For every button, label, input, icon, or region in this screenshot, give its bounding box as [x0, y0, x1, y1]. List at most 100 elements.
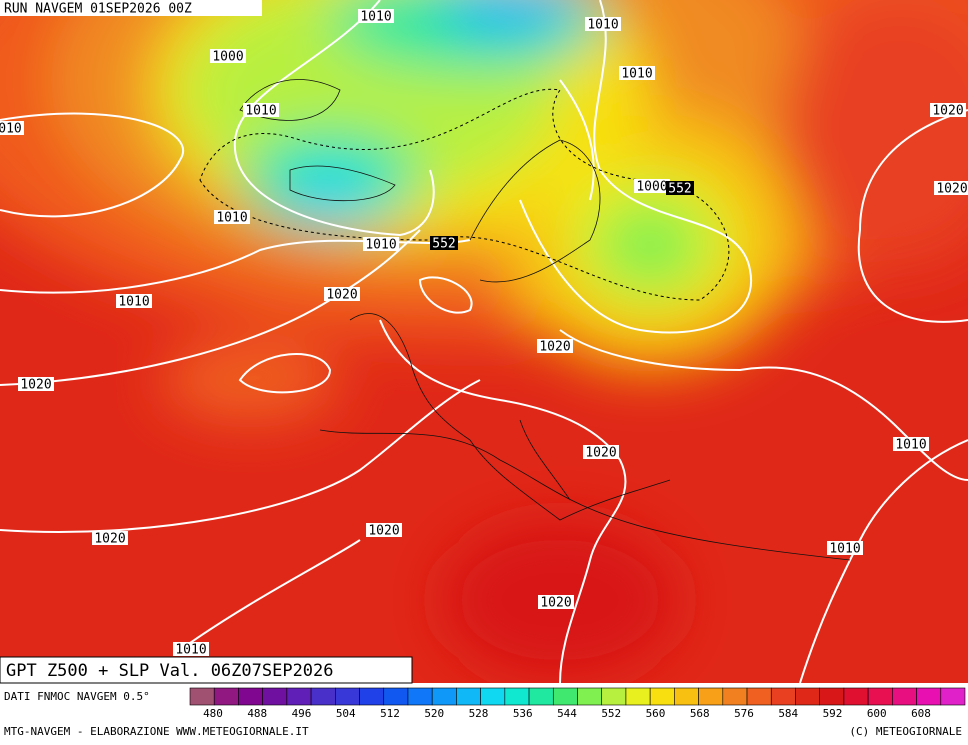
legend-tick-label: 576: [734, 707, 754, 720]
contour-label: 1020: [20, 378, 51, 393]
contour-label-box: [358, 9, 394, 23]
contour-label: 1010: [118, 295, 149, 310]
contour-label: 1010: [175, 643, 206, 658]
legend-tick-label: 480: [203, 707, 223, 720]
contour-label-box: [934, 181, 968, 195]
legend-tick-label: 512: [380, 707, 400, 720]
contour-label: 1020: [368, 524, 399, 539]
contour-label-box: [619, 66, 655, 80]
legend-swatch: [819, 687, 845, 706]
contour-label-box: [363, 237, 399, 251]
legend-tick-label: 536: [513, 707, 533, 720]
legend-tick-label: 528: [469, 707, 489, 720]
legend-tick-label: 520: [424, 707, 444, 720]
legend-swatch: [286, 687, 312, 706]
contour-label: 1020: [540, 596, 571, 611]
legend-swatch: [722, 687, 748, 706]
legend-swatch: [770, 687, 796, 706]
legend-swatch: [674, 687, 699, 706]
legend-tick-label: 600: [867, 707, 887, 720]
contour-label-box: [214, 210, 250, 224]
coastlines: [239, 79, 851, 561]
legend-swatch: [480, 687, 506, 706]
contour-label: 1010: [829, 542, 860, 557]
contour-label: 1010: [895, 438, 926, 453]
legend-swatch: [407, 687, 433, 706]
legend-swatch: [456, 687, 481, 706]
legend-tick-label: 592: [823, 707, 843, 720]
legend-source: DATI FNMOC NAVGEM 0.5°: [4, 690, 150, 703]
legend-tick-label: 568: [690, 707, 710, 720]
contour-label: 1010: [587, 18, 618, 33]
legend-swatch: [238, 687, 263, 706]
contour-label-box: [583, 445, 619, 459]
title-box: [0, 656, 413, 684]
legend-swatch: [649, 687, 675, 706]
run-label: RUN NAVGEM 01SEP2026 00Z: [4, 2, 192, 17]
legend-swatch: [383, 687, 409, 706]
title: GPT Z500 + SLP Val. 06Z07SEP2026: [6, 661, 334, 681]
contour-label-box: [537, 339, 573, 353]
legend-tick-label: 488: [247, 707, 267, 720]
legend-swatch: [335, 687, 360, 706]
header-box: [0, 0, 262, 16]
legend-swatch: [601, 687, 627, 706]
legend-swatch: [625, 687, 651, 706]
legend-tick-label: 544: [557, 707, 577, 720]
contour-label: 1020: [326, 288, 357, 303]
legend-tick-label: 584: [778, 707, 798, 720]
contour-label-box: [0, 121, 24, 135]
legend-tick-label: 560: [646, 707, 666, 720]
contour-label: 1020: [936, 182, 967, 197]
contour-label-box: [666, 181, 694, 195]
legend-tick-label: 504: [336, 707, 356, 720]
footer-left: MTG-NAVGEM - ELABORAZIONE WWW.METEOGIORN…: [4, 725, 309, 738]
legend-swatch: [916, 687, 942, 706]
contour-label: 1010: [621, 67, 652, 82]
isobars: [0, 0, 968, 683]
contour-label: 1020: [585, 446, 616, 461]
legend-swatch: [359, 687, 385, 706]
552-contour: [199, 88, 730, 301]
contour-label-box: [430, 236, 458, 250]
contour-label: 552: [432, 237, 455, 252]
contour-label: 010: [0, 122, 22, 137]
contour-label-box: [538, 595, 574, 609]
contour-label-box: [210, 49, 246, 63]
legend-swatch: [698, 687, 724, 706]
contour-label: 1020: [539, 340, 570, 355]
contour-label-box: [92, 531, 128, 545]
legend-swatch: [504, 687, 530, 706]
legend-swatch: [867, 687, 893, 706]
contour-label-box: [173, 642, 209, 656]
contour-label: 1020: [94, 532, 125, 547]
contour-label-box: [116, 294, 152, 308]
legend-tick-label: 496: [292, 707, 312, 720]
legend-swatch: [262, 687, 288, 706]
contour-label-box: [930, 103, 966, 117]
contour-label: 1000: [636, 180, 667, 195]
legend-swatch: [310, 687, 336, 706]
contour-label-box: [366, 523, 402, 537]
legend-swatch: [746, 687, 772, 706]
legend-swatch: [528, 687, 554, 706]
contour-label-box: [585, 17, 621, 31]
legend-swatch: [843, 687, 869, 706]
legend-swatch: [213, 687, 239, 706]
legend-swatch: [940, 687, 966, 706]
contour-label: 1010: [216, 211, 247, 226]
contour-label-box: [827, 541, 863, 555]
contour-label-box: [634, 179, 670, 193]
contour-label: 552: [668, 182, 691, 197]
contour-label-box: [243, 103, 279, 117]
contour-label: 1000: [212, 50, 243, 65]
contour-label-box: [324, 287, 360, 301]
legend-swatch: [577, 687, 603, 706]
contour-label: 1010: [365, 238, 396, 253]
legend-swatch: [431, 687, 457, 706]
contour-label: 1010: [360, 10, 391, 25]
legend-swatch: [795, 687, 820, 706]
footer-right: (C) METEOGIORNALE: [849, 725, 962, 738]
legend-swatch: [189, 687, 215, 706]
legend-tick-label: 552: [601, 707, 621, 720]
